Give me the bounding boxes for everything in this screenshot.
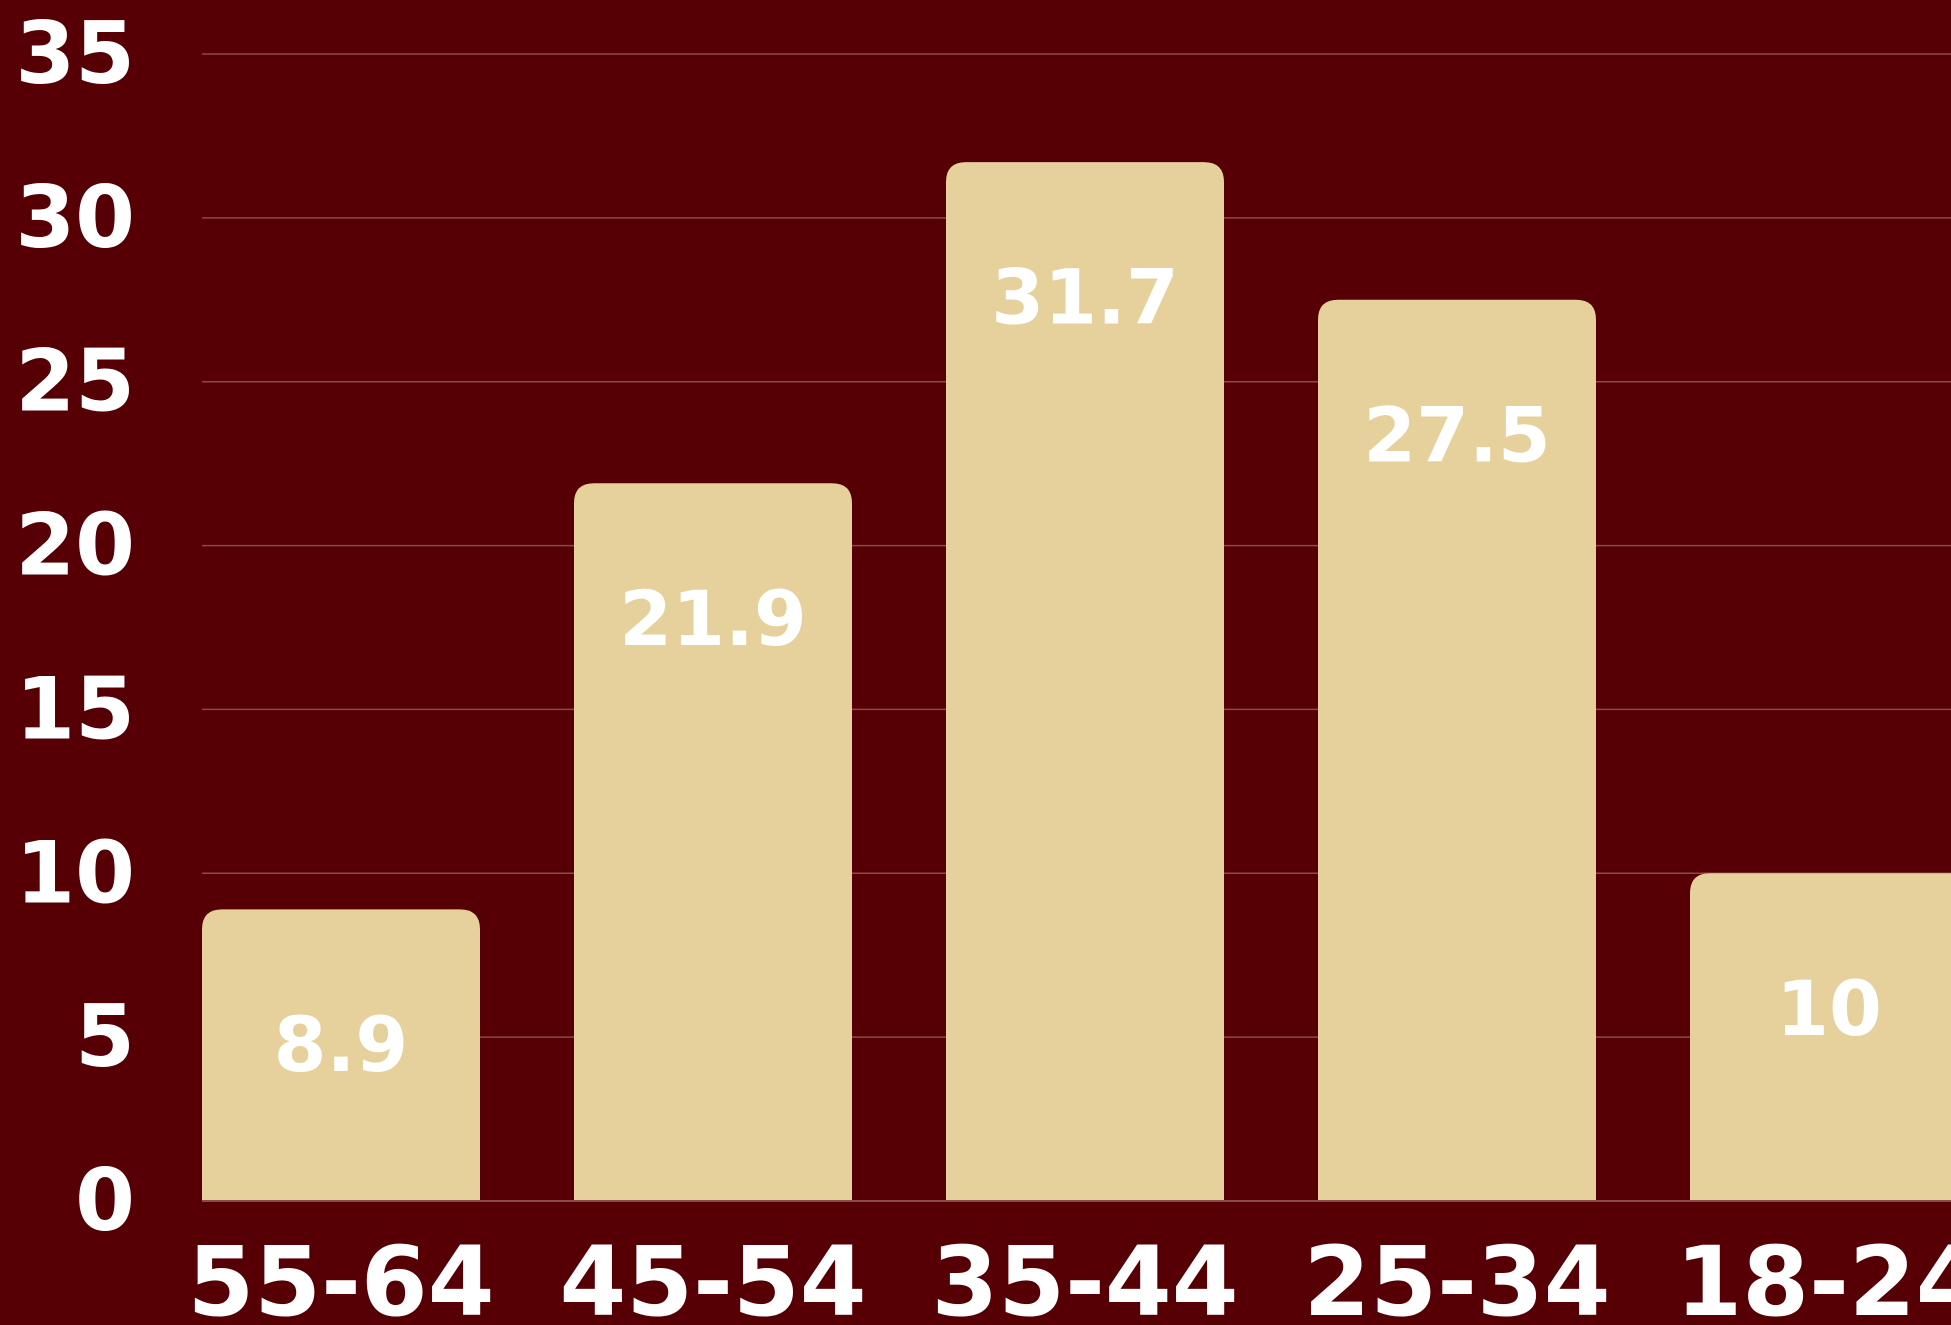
bar (1690, 873, 1951, 1201)
bar-value-label: 27.5 (1363, 390, 1551, 479)
y-tick-label: 20 (15, 496, 135, 596)
bar (202, 909, 480, 1201)
bar (1318, 299, 1596, 1201)
x-tick-label: 55-64 (187, 1226, 494, 1320)
x-tick-label: 18-24 (1675, 1226, 1951, 1320)
x-tick-label: 25-34 (1303, 1226, 1610, 1320)
y-tick-label: 25 (15, 332, 135, 432)
y-tick-label: 10 (15, 823, 135, 923)
bar-value-label: 21.9 (619, 574, 807, 663)
bar (574, 483, 852, 1201)
data-labels: 8.9 21.9 31.7 27.5 10 (274, 253, 1882, 1089)
y-tick-label: 5 (75, 987, 135, 1087)
y-tick-label: 30 (15, 168, 135, 268)
bar (946, 162, 1224, 1201)
x-tick-label: 35-44 (931, 1226, 1238, 1320)
y-tick-label: 0 (75, 1151, 135, 1251)
x-axis-ticks: 55-64 45-54 35-44 25-34 18-24 (187, 1226, 1951, 1325)
y-tick-label: 15 (15, 659, 135, 759)
y-axis-ticks: 0 5 10 15 20 25 30 35 (15, 4, 135, 1251)
bar-value-label: 8.9 (274, 1000, 409, 1089)
bar-value-label: 10 (1776, 964, 1882, 1053)
bars (202, 162, 1951, 1201)
bar-value-label: 31.7 (991, 253, 1179, 342)
y-tick-label: 35 (15, 4, 135, 104)
x-tick-label: 45-54 (559, 1226, 866, 1320)
